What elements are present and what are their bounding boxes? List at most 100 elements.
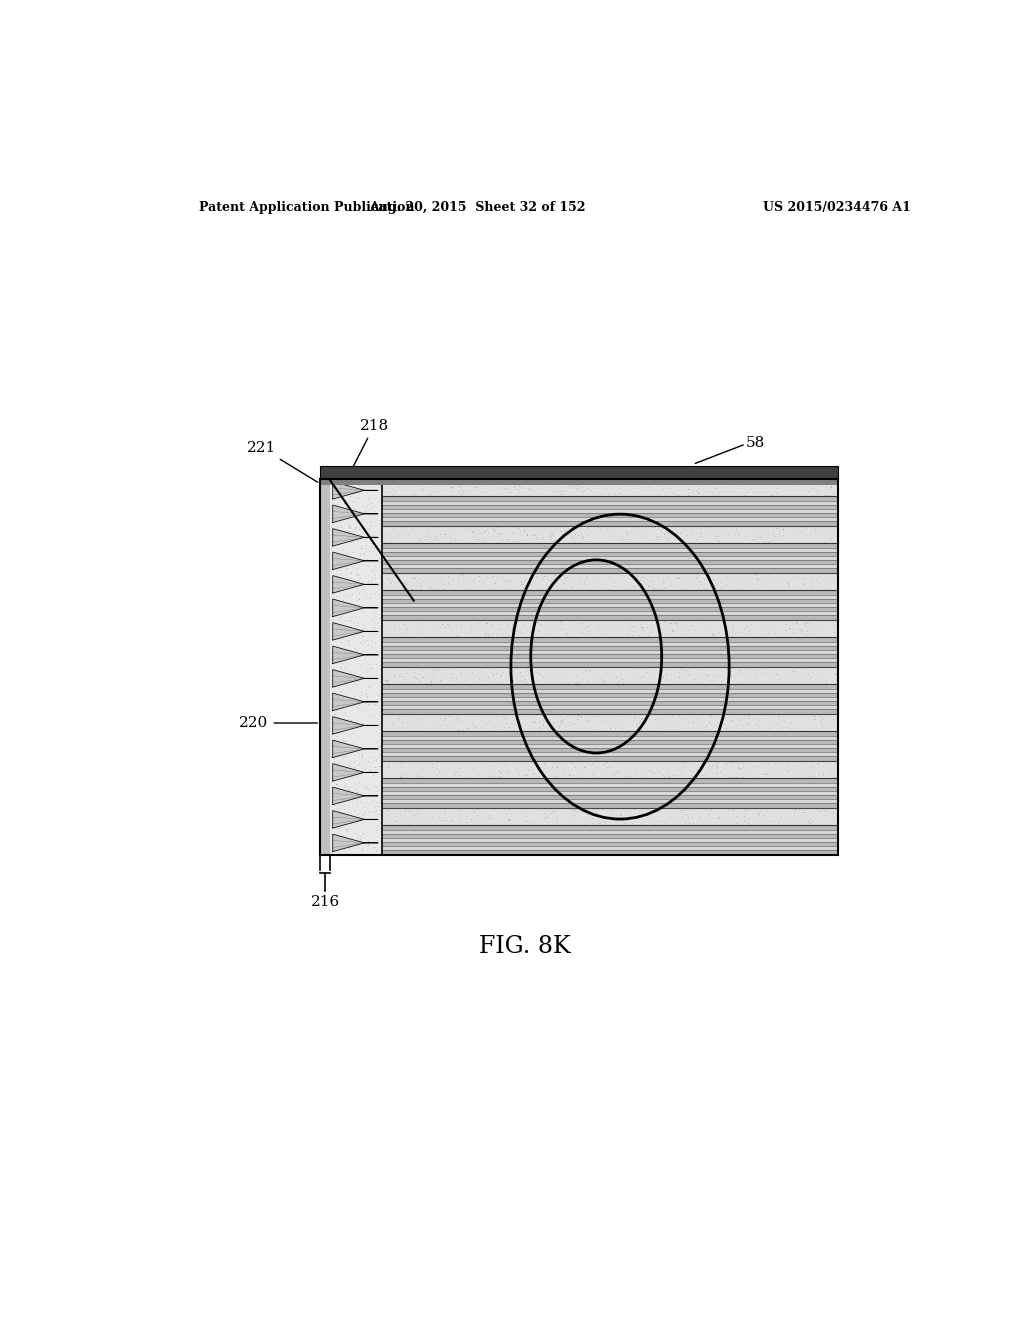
Point bbox=[386, 517, 402, 539]
Point bbox=[342, 562, 358, 583]
Point bbox=[472, 660, 488, 681]
Point bbox=[504, 622, 520, 643]
Point bbox=[732, 475, 749, 496]
Point bbox=[696, 764, 713, 785]
Point bbox=[444, 484, 461, 506]
Point bbox=[372, 715, 388, 737]
Point bbox=[356, 479, 373, 500]
Point bbox=[692, 470, 709, 491]
Point bbox=[532, 614, 549, 635]
Point bbox=[791, 566, 807, 587]
Point bbox=[367, 611, 383, 632]
Point bbox=[366, 643, 382, 664]
Point bbox=[348, 564, 365, 585]
Point bbox=[635, 471, 651, 492]
Point bbox=[711, 808, 727, 829]
Point bbox=[684, 519, 700, 540]
Point bbox=[522, 664, 539, 685]
Point bbox=[359, 475, 376, 496]
Point bbox=[337, 615, 353, 636]
Point bbox=[414, 754, 430, 775]
Point bbox=[754, 565, 770, 586]
Point bbox=[559, 566, 575, 587]
Point bbox=[818, 523, 835, 544]
Point bbox=[602, 754, 618, 775]
Point bbox=[561, 764, 578, 785]
Point bbox=[493, 523, 509, 544]
Point bbox=[538, 620, 554, 642]
Point bbox=[371, 690, 387, 711]
Point bbox=[411, 569, 427, 590]
Point bbox=[582, 660, 598, 681]
Point bbox=[647, 809, 664, 830]
Point bbox=[794, 762, 810, 783]
Point bbox=[729, 470, 745, 491]
Point bbox=[709, 807, 725, 828]
Point bbox=[342, 517, 358, 539]
Point bbox=[552, 483, 568, 504]
Point bbox=[325, 610, 341, 631]
Point bbox=[339, 760, 355, 781]
Polygon shape bbox=[333, 552, 378, 569]
Point bbox=[328, 830, 344, 851]
Point bbox=[707, 766, 723, 787]
Point bbox=[702, 570, 719, 591]
Point bbox=[727, 752, 743, 774]
Point bbox=[350, 480, 367, 502]
Point bbox=[446, 762, 463, 783]
Point bbox=[419, 577, 435, 598]
Point bbox=[544, 667, 560, 688]
Point bbox=[655, 764, 672, 785]
Point bbox=[577, 619, 593, 640]
Bar bbox=[382, 783, 839, 787]
Bar bbox=[382, 701, 839, 705]
Point bbox=[411, 616, 427, 638]
Point bbox=[749, 665, 765, 686]
Point bbox=[366, 836, 382, 857]
Point bbox=[782, 717, 799, 738]
Polygon shape bbox=[333, 717, 378, 734]
Point bbox=[664, 763, 680, 784]
Point bbox=[368, 721, 384, 742]
Point bbox=[434, 809, 451, 830]
Point bbox=[333, 714, 349, 735]
Point bbox=[696, 800, 713, 821]
Point bbox=[555, 665, 571, 686]
Point bbox=[342, 723, 358, 744]
Point bbox=[666, 619, 682, 640]
Point bbox=[657, 520, 674, 541]
Point bbox=[419, 519, 435, 540]
Point bbox=[342, 694, 358, 715]
Point bbox=[617, 578, 634, 599]
Point bbox=[500, 570, 516, 591]
Bar bbox=[382, 560, 839, 564]
Point bbox=[480, 804, 497, 825]
Point bbox=[328, 642, 344, 663]
Point bbox=[611, 478, 628, 499]
Point bbox=[712, 760, 728, 781]
Point bbox=[481, 478, 498, 499]
Point bbox=[772, 671, 788, 692]
Point bbox=[579, 565, 595, 586]
Point bbox=[360, 517, 377, 539]
Point bbox=[465, 570, 481, 591]
Point bbox=[593, 762, 609, 783]
Point bbox=[672, 657, 688, 678]
Point bbox=[450, 760, 466, 781]
Point bbox=[368, 653, 384, 675]
Point bbox=[688, 480, 705, 502]
Point bbox=[535, 569, 551, 590]
Point bbox=[364, 572, 380, 593]
Point bbox=[330, 594, 346, 615]
Point bbox=[362, 689, 379, 710]
Point bbox=[692, 626, 709, 647]
Point bbox=[455, 574, 471, 595]
Point bbox=[433, 671, 450, 692]
Point bbox=[602, 718, 618, 739]
Point bbox=[630, 516, 646, 537]
Point bbox=[390, 525, 407, 546]
Point bbox=[663, 805, 679, 826]
Point bbox=[337, 500, 353, 521]
Point bbox=[507, 470, 523, 491]
Point bbox=[372, 756, 388, 777]
